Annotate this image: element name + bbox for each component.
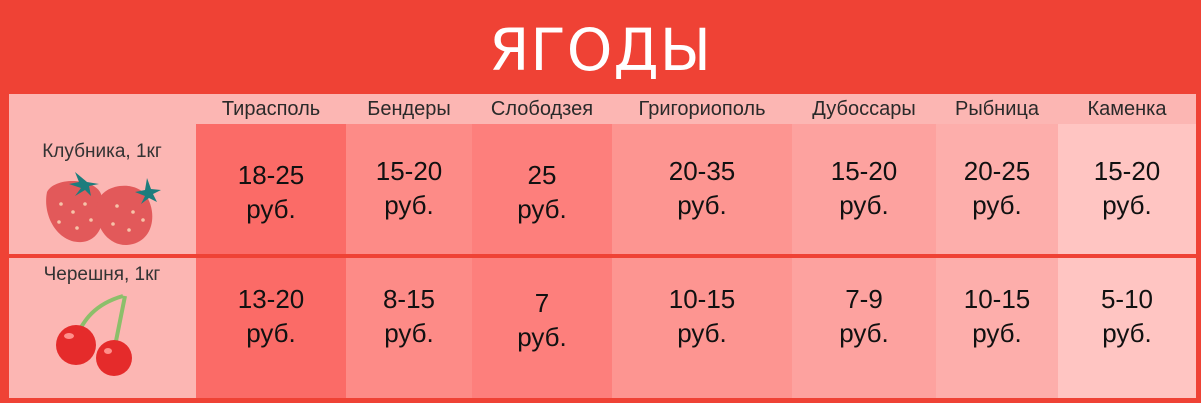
price-cell: 8-15 руб. <box>382 284 436 348</box>
price-cell: 20-35 руб. <box>668 156 736 220</box>
column-fill-grigoriopol <box>612 124 792 398</box>
price-cell: 15-20 руб. <box>1093 156 1161 220</box>
page-title: ЯГОДЫ <box>489 16 712 84</box>
price-cell: 10-15 руб. <box>963 284 1031 348</box>
price-cell: 13-20 руб. <box>237 284 305 348</box>
column-header-kamenka: Каменка <box>1087 97 1167 120</box>
column-fill-rybnitsa <box>936 124 1058 398</box>
price-cell: 20-25 руб. <box>963 156 1031 220</box>
price-cell: 5-10 руб. <box>1100 284 1154 348</box>
price-cell: 10-15 руб. <box>668 284 736 348</box>
column-fill-tiraspol <box>196 124 346 398</box>
row-label-strawberry: Клубника, 1кг <box>42 141 162 162</box>
price-cell: 7 руб. <box>517 288 567 352</box>
column-header-grigoriopol: Григориополь <box>638 97 766 120</box>
column-header-tiraspol: Тирасполь <box>221 97 321 120</box>
column-fill-slobodzeya <box>472 124 612 398</box>
cherry-icon <box>56 294 132 376</box>
strawberry-icon <box>46 172 161 245</box>
column-header-bendery: Бендеры <box>367 97 451 120</box>
column-fill-kamenka <box>1058 124 1196 398</box>
column-fill-bendery <box>346 124 472 398</box>
column-header-rybnitsa: Рыбница <box>955 97 1039 120</box>
column-fill-dubossary <box>792 124 936 398</box>
row-divider <box>9 254 1196 258</box>
price-cell: 7-9 руб. <box>839 284 889 348</box>
price-cell: 18-25 руб. <box>237 160 305 224</box>
price-cell: 15-20 руб. <box>830 156 898 220</box>
column-header-slobodzeya: Слободзея <box>490 97 594 120</box>
price-cell: 25 руб. <box>517 160 567 224</box>
row-label-cherry: Черешня, 1кг <box>43 264 161 285</box>
column-header-dubossary: Дубоссары <box>812 97 916 120</box>
price-table: Тирасполь Бендеры Слободзея Григориополь… <box>9 94 1196 398</box>
price-cell: 15-20 руб. <box>375 156 443 220</box>
